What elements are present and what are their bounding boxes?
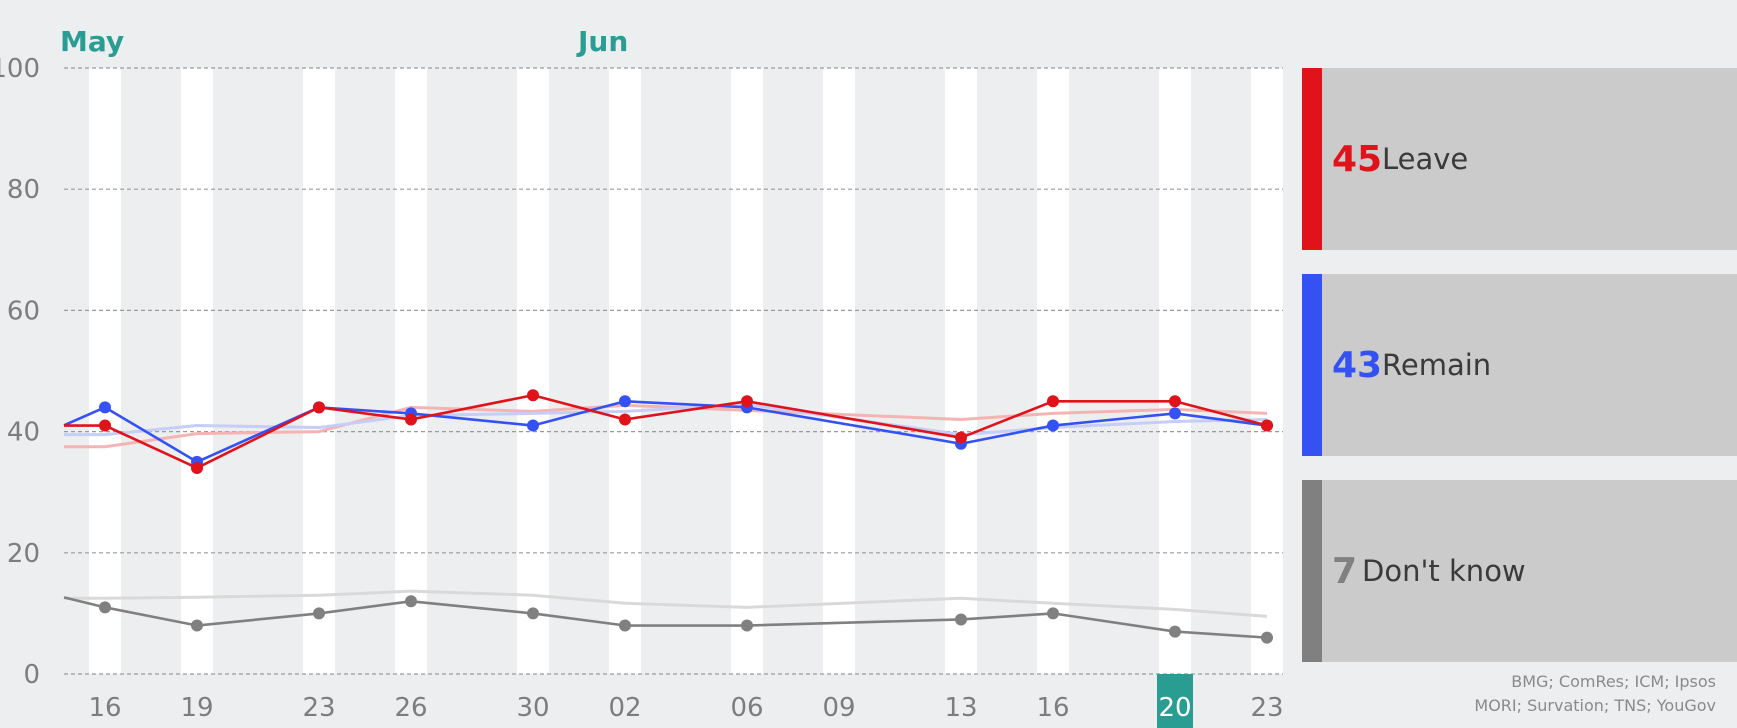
y-tick-label-20: 20 xyxy=(7,539,40,569)
data-point-0-0 xyxy=(99,419,111,432)
series-points xyxy=(99,389,1273,644)
data-point-2-9 xyxy=(1047,607,1059,620)
day-bands xyxy=(89,68,1283,674)
data-point-0-3 xyxy=(405,413,417,426)
x-tick-label-4: 30 xyxy=(516,693,549,723)
trend-line-2 xyxy=(64,589,1268,618)
day-band-4 xyxy=(517,68,549,674)
data-point-2-11 xyxy=(1261,631,1273,644)
day-band-6 xyxy=(731,68,763,674)
poll-chart: 0 20 40 60 80 100 16 19 23 26 30 02 06 09 13 16 20 23 Ma… xyxy=(0,25,1284,728)
legend-dont-know-swatch xyxy=(1302,480,1322,662)
x-tick-label-2: 23 xyxy=(302,693,335,723)
data-point-0-5 xyxy=(619,413,631,426)
day-band-3 xyxy=(395,68,427,674)
legend-remain[interactable]: 43 Remain xyxy=(1302,274,1737,456)
legend-dont-know-value: 7 xyxy=(1332,550,1358,592)
data-point-0-8 xyxy=(955,431,967,444)
data-point-0-2 xyxy=(313,401,325,414)
x-tick-label-5: 02 xyxy=(608,693,641,723)
x-tick-label-10: 20 xyxy=(1158,693,1191,723)
legend-remain-value: 43 xyxy=(1332,344,1383,386)
day-band-8 xyxy=(945,68,977,674)
data-point-2-2 xyxy=(313,607,325,620)
data-point-1-9 xyxy=(1047,419,1059,432)
data-point-0-6 xyxy=(741,395,753,408)
trend-line-1 xyxy=(64,402,1268,437)
data-point-1-0 xyxy=(99,401,111,414)
x-tick-label-3: 26 xyxy=(394,693,427,723)
x-tick-label-7: 09 xyxy=(822,693,855,723)
data-point-0-11 xyxy=(1261,419,1273,432)
month-label-jun: Jun xyxy=(576,25,628,58)
legend-leave[interactable]: 45 Leave xyxy=(1302,68,1737,250)
legend-dont-know-label: Don't know xyxy=(1362,554,1526,588)
x-tick-label-6: 06 xyxy=(730,693,763,723)
legend-dont-know[interactable]: 7 Don't know xyxy=(1302,480,1737,662)
legend-leave-value: 45 xyxy=(1332,138,1383,180)
x-tick-label-1: 19 xyxy=(180,693,213,723)
data-point-2-3 xyxy=(405,595,417,608)
source-line-1: BMG; ComRes; ICM; Ipsos xyxy=(1511,672,1716,691)
data-point-0-9 xyxy=(1047,395,1059,408)
y-axis: 0 20 40 60 80 100 xyxy=(0,54,40,690)
legend-remain-label: Remain xyxy=(1382,348,1492,382)
trend-lines xyxy=(64,402,1268,618)
month-label-may: May xyxy=(60,25,124,58)
data-point-0-4 xyxy=(527,389,539,402)
y-tick-label-0: 0 xyxy=(23,660,40,690)
month-labels: May Jun xyxy=(60,25,628,58)
y-tick-label-40: 40 xyxy=(7,418,40,448)
legend-leave-swatch xyxy=(1302,68,1322,250)
day-band-2 xyxy=(303,68,335,674)
data-point-2-5 xyxy=(619,619,631,632)
data-point-1-5 xyxy=(619,395,631,408)
data-point-1-10 xyxy=(1169,407,1181,420)
x-axis: 16 19 23 26 30 02 06 09 13 16 20 23 xyxy=(88,674,1284,728)
data-point-2-0 xyxy=(99,601,111,614)
data-point-0-10 xyxy=(1169,395,1181,408)
gridlines xyxy=(64,67,1283,675)
x-tick-highlight xyxy=(1157,674,1193,728)
legend-remain-swatch xyxy=(1302,274,1322,456)
data-point-2-6 xyxy=(741,619,753,632)
source-line-2: MORI; Survation; TNS; YouGov xyxy=(1474,696,1716,715)
day-band-11 xyxy=(1251,68,1283,674)
series-line-0 xyxy=(64,393,1268,470)
series-lines xyxy=(63,393,1268,639)
day-band-10 xyxy=(1159,68,1191,674)
data-point-2-8 xyxy=(955,613,967,626)
y-tick-label-100: 100 xyxy=(0,54,40,84)
series-line-1 xyxy=(63,399,1268,464)
data-point-2-1 xyxy=(191,619,203,632)
series-line-2 xyxy=(63,596,1268,639)
data-point-0-1 xyxy=(191,461,203,474)
data-point-2-10 xyxy=(1169,625,1181,638)
source-note: BMG; ComRes; ICM; Ipsos MORI; Survation;… xyxy=(1474,670,1716,718)
legend-leave-label: Leave xyxy=(1382,142,1469,176)
data-point-2-4 xyxy=(527,607,539,620)
day-band-0 xyxy=(89,68,121,674)
data-point-1-4 xyxy=(527,419,539,432)
day-band-1 xyxy=(181,68,213,674)
day-band-9 xyxy=(1037,68,1069,674)
y-tick-label-80: 80 xyxy=(7,175,40,205)
x-tick-label-8: 13 xyxy=(944,693,977,723)
x-tick-label-0: 16 xyxy=(88,693,121,723)
x-tick-label-11: 23 xyxy=(1250,693,1283,723)
day-band-5 xyxy=(609,68,641,674)
x-tick-label-9: 16 xyxy=(1036,693,1069,723)
day-band-7 xyxy=(823,68,855,674)
y-tick-label-60: 60 xyxy=(7,296,40,326)
